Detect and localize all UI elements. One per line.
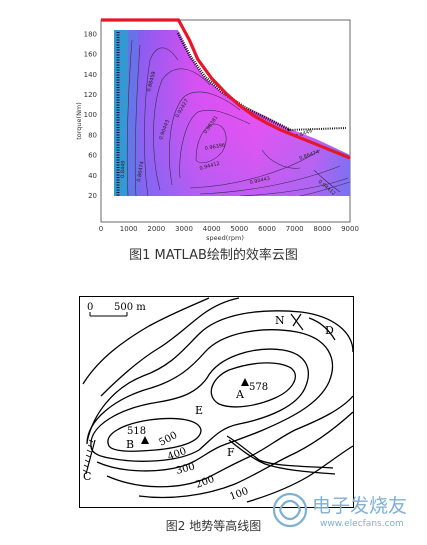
y-tick-label: 20 [88,192,97,200]
x-tick-label: 2000 [147,225,165,233]
x-axis-ticks: 0 1000 2000 3000 4000 5000 6000 7000 800… [99,225,359,233]
x-tick-label: 7000 [286,225,304,233]
cliff-hatch [82,439,96,475]
point-e-label: E [195,404,203,417]
peak-b-triangle-icon [141,436,149,444]
max-torque-curve [101,18,351,160]
x-tick-label: 9000 [341,225,359,233]
peak-a-triangle-icon [241,378,249,386]
envelope-marker-band-lower [287,127,347,131]
point-b-label: B [126,438,134,451]
y-tick-label: 80 [88,131,97,139]
contour-label: 0.86474 [136,161,146,182]
contour-100 [82,297,354,503]
y-tick-label: 180 [84,30,97,38]
x-tick-label: 1000 [120,225,138,233]
efficiency-map-chart: 0.8449 0.86474 0.88459 0.90443 0.92427 0… [75,18,359,242]
watermark: 电子发烧友 www.elecfans.com [272,492,407,529]
watermark-logo-icon [272,492,308,528]
scale-label: 500 m [114,302,146,313]
x-tick-label: 8000 [313,225,331,233]
y-axis-label: torque(Nm) [75,102,83,140]
y-tick-label: 60 [88,152,97,160]
x-tick-label: 5000 [230,225,248,233]
contour-label: 0.94412 [199,161,221,172]
scale-zero: 0 [87,302,93,313]
contour-500 [90,348,309,462]
y-tick-label: 120 [84,91,97,99]
point-c-label: C [83,470,91,483]
valley-line-2 [228,439,336,475]
north-label: N [275,314,285,327]
contour-label: 0.90443 [249,176,270,186]
contour-lines [126,39,350,196]
figure1-caption: 图1 MATLAB绘制的效率云图 [129,248,298,263]
valley-line-1 [226,435,334,469]
contour-label: 0.8449 [295,128,313,140]
watermark-text: 电子发烧友 [312,495,407,517]
peak-a-elevation: 578 [249,382,268,393]
x-tick-label: 4000 [203,225,221,233]
contour-label-300: 300 [175,461,196,477]
watermark-url: www.elecfans.com [320,519,404,529]
contour-518 [107,417,202,452]
contour-200 [100,297,354,499]
x-tick-label: 3000 [175,225,193,233]
figure2-caption: 图2 地势等高线图 [165,519,262,533]
north-arrow-icon [290,313,304,331]
scale-bar: 0 500 m [87,302,146,317]
x-tick-label: 6000 [258,225,276,233]
peak-b-elevation: 518 [127,426,146,437]
envelope-marker-band [176,32,291,132]
contour-label: 0.88459 [146,71,157,93]
ridge-line [308,317,336,341]
x-tick-label: 0 [99,225,103,233]
point-f-label: F [227,446,235,459]
y-tick-label: 140 [84,71,97,79]
y-tick-label: 100 [84,111,97,119]
contour-578 [210,362,296,408]
point-a-label: A [235,388,245,401]
y-axis-ticks: 20 40 60 80 100 120 140 160 180 [84,30,97,200]
contour-label: 0.96396 [204,142,225,152]
x-axis-label: speed(rpm) [206,234,244,242]
contour-lines-map [82,297,354,503]
y-tick-label: 40 [88,172,97,180]
contour-400 [86,329,334,472]
contour-label: 0.8449 [120,160,127,178]
point-d-label: D [325,324,334,337]
contour-map: 0 500 m N A 578 B 518 C D E F [79,296,354,508]
y-tick-label: 160 [84,51,97,59]
